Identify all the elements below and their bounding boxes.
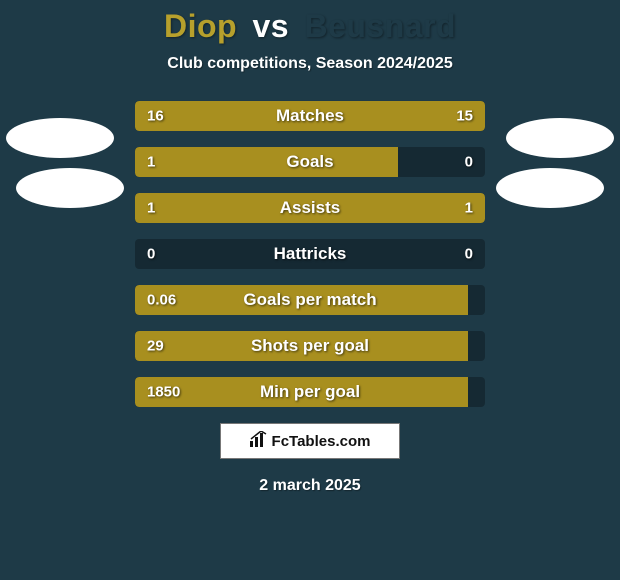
source-badge-text: FcTables.com <box>272 433 371 450</box>
player2-name: Beusnard <box>304 8 456 44</box>
avatar-player1-bottom <box>16 168 124 208</box>
vs-label: vs <box>252 8 289 44</box>
stat-row: 1Assists1 <box>135 193 485 223</box>
stat-label: Goals per match <box>135 290 485 310</box>
subtitle: Club competitions, Season 2024/2025 <box>0 55 620 73</box>
stat-value-player2: 0 <box>465 246 473 263</box>
avatar-player1-top <box>6 118 114 158</box>
stat-value-player2: 0 <box>465 154 473 171</box>
stat-label: Assists <box>135 198 485 218</box>
stat-row: 1850Min per goal <box>135 377 485 407</box>
stat-label: Min per goal <box>135 382 485 402</box>
stat-row: 0Hattricks0 <box>135 239 485 269</box>
comparison-card: Diop vs Beusnard Club competitions, Seas… <box>0 0 620 580</box>
stat-label: Shots per goal <box>135 336 485 356</box>
stat-label: Hattricks <box>135 244 485 264</box>
player1-name: Diop <box>164 8 237 44</box>
stat-bars: 16Matches151Goals01Assists10Hattricks00.… <box>135 101 485 407</box>
stat-value-player2: 1 <box>465 200 473 217</box>
date: 2 march 2025 <box>0 477 620 495</box>
stat-row: 1Goals0 <box>135 147 485 177</box>
stat-row: 29Shots per goal <box>135 331 485 361</box>
stat-label: Goals <box>135 152 485 172</box>
stat-row: 16Matches15 <box>135 101 485 131</box>
stat-row: 0.06Goals per match <box>135 285 485 315</box>
avatar-player2-bottom <box>496 168 604 208</box>
source-badge[interactable]: FcTables.com <box>220 423 400 459</box>
chart-icon <box>250 431 268 452</box>
stat-label: Matches <box>135 106 485 126</box>
stat-value-player2: 15 <box>456 108 473 125</box>
title: Diop vs Beusnard <box>0 8 620 45</box>
avatar-player2-top <box>506 118 614 158</box>
